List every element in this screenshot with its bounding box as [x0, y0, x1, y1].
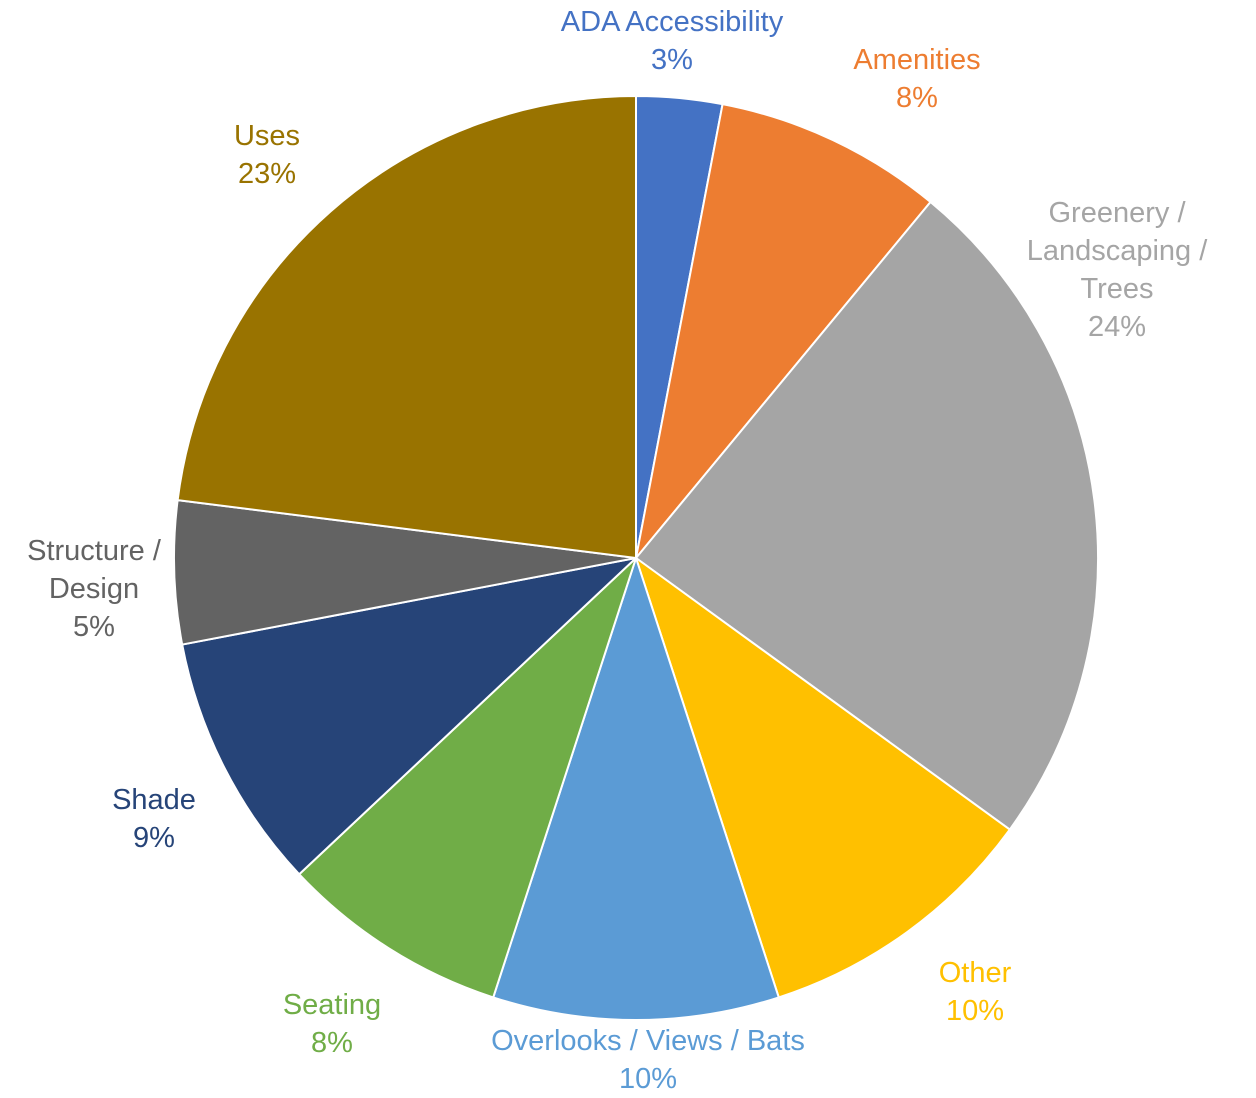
slice-category-label: Greenery / [1049, 197, 1187, 229]
pie-slice-seating [298, 557, 637, 999]
pie-slice-uses [176, 95, 637, 559]
slice-category-label: Seating [283, 989, 381, 1021]
pie-slice-other [635, 557, 1011, 999]
data-label-uses: Uses 23% [234, 120, 300, 190]
slice-percent-label: 10% [619, 1063, 677, 1095]
pie-slice-greenery-landscaping-trees [635, 201, 1099, 831]
data-label-structure-design: Structure / Design 5% [27, 535, 162, 643]
slice-percent-label: 10% [946, 995, 1004, 1027]
slice-category-label: Uses [234, 120, 300, 152]
slice-percent-label: 8% [311, 1027, 353, 1059]
slice-percent-label: 24% [1088, 311, 1146, 343]
pie-slice-amenities [635, 103, 932, 559]
data-label-seating: Seating 8% [283, 989, 381, 1059]
slice-category-label: Overlooks / Views / Bats [491, 1025, 805, 1057]
slice-category-label: Structure / [27, 535, 162, 567]
slice-percent-label: 5% [73, 611, 115, 643]
slice-percent-label: 3% [651, 44, 693, 76]
slice-category-label: Shade [112, 784, 196, 816]
data-label-greenery-landscaping-trees: Greenery / Landscaping / Trees 24% [1027, 197, 1209, 343]
data-label-other: Other 10% [939, 957, 1012, 1027]
slice-category-label: Other [939, 957, 1012, 989]
slice-category-label: Design [49, 573, 139, 605]
pie-slice-shade [181, 557, 637, 876]
slice-category-label: Amenities [853, 44, 980, 76]
data-label-ada-accessibility: ADA Accessibility 3% [561, 6, 784, 76]
data-label-amenities: Amenities 8% [853, 44, 980, 114]
pie-slices [173, 95, 1099, 1021]
slice-category-label: ADA Accessibility [561, 6, 784, 38]
slice-category-label: Landscaping / [1027, 235, 1209, 267]
pie-labels: ADA Accessibility 3% Amenities 8% Greenery /… [27, 6, 1208, 1095]
slice-percent-label: 8% [896, 82, 938, 114]
slice-percent-label: 9% [133, 822, 175, 854]
pie-slice-structure-design [173, 499, 637, 646]
data-label-overlooks-views-bats: Overlooks / Views / Bats 10% [491, 1025, 805, 1095]
slice-percent-label: 23% [238, 158, 296, 190]
data-label-shade: Shade 9% [112, 784, 196, 854]
pie-slice-overlooks-views-bats [492, 557, 780, 1021]
slice-category-label: Trees [1080, 273, 1153, 305]
